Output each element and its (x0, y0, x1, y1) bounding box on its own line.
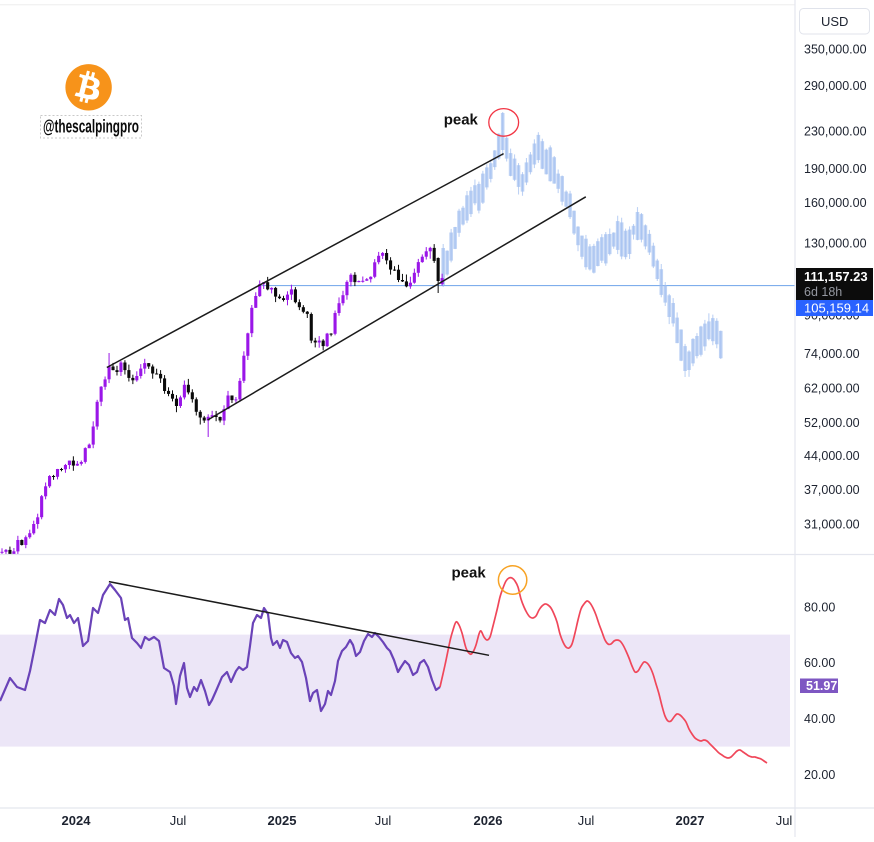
svg-text:80.00: 80.00 (804, 600, 835, 614)
svg-text:USD: USD (821, 14, 848, 29)
svg-text:31,000.00: 31,000.00 (804, 518, 860, 532)
svg-text:2026: 2026 (474, 813, 503, 828)
svg-text:peak: peak (444, 112, 479, 129)
svg-text:160,000.00: 160,000.00 (804, 196, 867, 210)
svg-text:peak: peak (452, 565, 487, 582)
svg-text:130,000.00: 130,000.00 (804, 237, 867, 251)
svg-text:40.00: 40.00 (804, 712, 835, 726)
svg-text:6d 18h: 6d 18h (804, 285, 842, 299)
svg-text:111,157.23: 111,157.23 (804, 269, 868, 284)
svg-text:290,000.00: 290,000.00 (804, 79, 867, 93)
svg-text:105,159.14: 105,159.14 (804, 301, 869, 316)
svg-text:2024: 2024 (62, 813, 92, 828)
svg-text:52,000.00: 52,000.00 (804, 416, 860, 430)
svg-text:60.00: 60.00 (804, 656, 835, 670)
svg-text:@thescalpingpro: @thescalpingpro (43, 117, 139, 137)
svg-text:2025: 2025 (268, 813, 297, 828)
svg-text:Jul: Jul (375, 813, 392, 828)
svg-text:51.97: 51.97 (806, 679, 837, 693)
svg-text:37,000.00: 37,000.00 (804, 483, 860, 497)
svg-text:230,000.00: 230,000.00 (804, 125, 867, 139)
svg-text:74,000.00: 74,000.00 (804, 347, 860, 361)
svg-text:190,000.00: 190,000.00 (804, 162, 867, 176)
svg-text:2027: 2027 (676, 813, 705, 828)
svg-text:62,000.00: 62,000.00 (804, 382, 860, 396)
svg-text:Jul: Jul (170, 813, 187, 828)
svg-text:Jul: Jul (578, 813, 595, 828)
svg-text:44,000.00: 44,000.00 (804, 449, 860, 463)
svg-text:Jul: Jul (776, 813, 793, 828)
svg-text:20.00: 20.00 (804, 768, 835, 782)
svg-text:350,000.00: 350,000.00 (804, 42, 867, 56)
